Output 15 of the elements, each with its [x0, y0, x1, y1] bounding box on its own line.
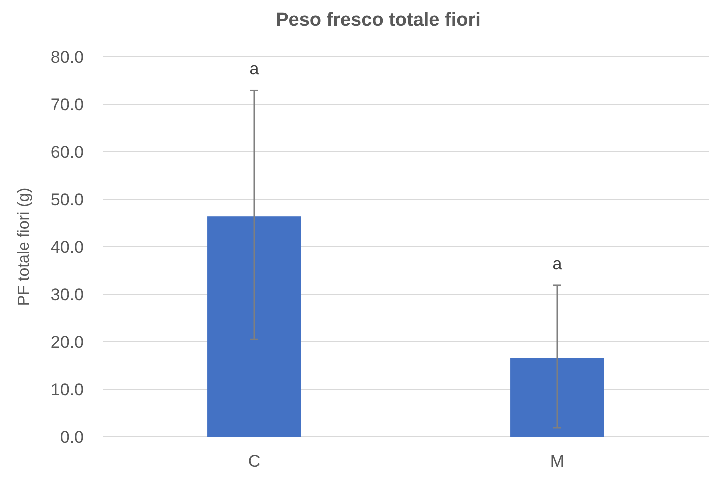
- y-tick-label: 50.0: [50, 190, 84, 210]
- x-tick-label: C: [248, 452, 261, 471]
- y-tick-label: 60.0: [50, 142, 84, 162]
- y-axis-title: PF totale fiori (g): [16, 188, 33, 306]
- annotation: a: [250, 60, 260, 79]
- y-tick-label: 80.0: [50, 48, 84, 67]
- y-tick-label: 70.0: [50, 95, 84, 114]
- y-tick-label: 30.0: [50, 285, 84, 304]
- y-tick-label: 0.0: [60, 428, 84, 447]
- y-tick-label: 40.0: [50, 238, 84, 257]
- y-tick-label: 10.0: [50, 380, 84, 400]
- chart-title: Peso fresco totale fiori: [276, 10, 481, 31]
- annotation: a: [552, 254, 563, 274]
- y-tick-label: 20.0: [50, 332, 84, 352]
- x-tick-label: M: [550, 452, 565, 471]
